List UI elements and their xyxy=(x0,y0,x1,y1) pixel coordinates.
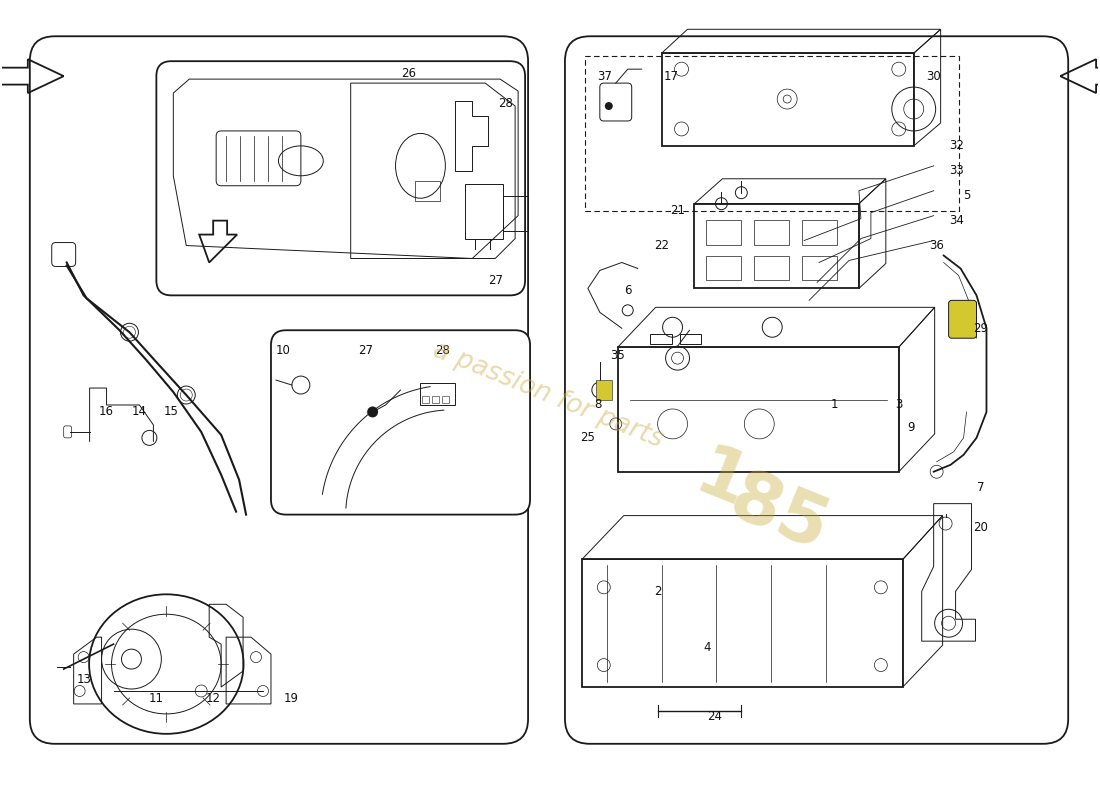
Text: 6: 6 xyxy=(624,284,631,297)
Text: 20: 20 xyxy=(974,521,988,534)
Bar xyxy=(755,255,789,281)
FancyBboxPatch shape xyxy=(271,330,530,514)
Text: 85: 85 xyxy=(719,464,838,566)
Bar xyxy=(802,220,837,245)
Text: 30: 30 xyxy=(926,70,940,82)
Text: 27: 27 xyxy=(487,274,503,287)
Text: 36: 36 xyxy=(930,239,944,252)
Bar xyxy=(420,383,455,405)
Text: 24: 24 xyxy=(707,710,722,723)
FancyBboxPatch shape xyxy=(948,300,977,338)
Bar xyxy=(503,196,528,230)
Text: 4: 4 xyxy=(704,641,712,654)
FancyBboxPatch shape xyxy=(30,36,528,744)
Bar xyxy=(465,184,503,238)
Text: 8: 8 xyxy=(594,398,602,411)
Text: 26: 26 xyxy=(402,66,416,80)
Text: 28: 28 xyxy=(497,97,513,110)
Text: 9: 9 xyxy=(908,422,914,434)
Text: 14: 14 xyxy=(132,406,147,418)
Circle shape xyxy=(367,406,378,418)
Text: 2: 2 xyxy=(653,585,661,598)
Text: 34: 34 xyxy=(949,214,964,227)
Bar xyxy=(442,396,450,403)
Text: 33: 33 xyxy=(949,164,964,178)
Text: 7: 7 xyxy=(977,481,985,494)
Bar xyxy=(706,255,741,281)
Text: 27: 27 xyxy=(359,344,373,357)
Bar xyxy=(416,181,440,201)
Text: 16: 16 xyxy=(99,406,114,418)
Bar xyxy=(706,220,741,245)
Bar xyxy=(680,334,702,344)
Text: 19: 19 xyxy=(284,693,298,706)
FancyBboxPatch shape xyxy=(565,36,1068,744)
Text: 32: 32 xyxy=(949,139,964,152)
Text: 1: 1 xyxy=(685,440,758,523)
Text: 10: 10 xyxy=(275,344,290,357)
Text: 35: 35 xyxy=(610,349,625,362)
Text: 13: 13 xyxy=(76,673,91,686)
Text: 5: 5 xyxy=(962,190,970,202)
Text: 28: 28 xyxy=(434,344,450,357)
Bar xyxy=(596,380,612,400)
Text: 21: 21 xyxy=(670,204,685,217)
Text: 1: 1 xyxy=(830,398,838,411)
Text: 17: 17 xyxy=(664,70,679,82)
FancyBboxPatch shape xyxy=(156,61,525,295)
Text: 29: 29 xyxy=(974,322,988,334)
Circle shape xyxy=(605,102,613,110)
Bar xyxy=(422,396,429,403)
Text: 3: 3 xyxy=(895,398,902,411)
Bar xyxy=(802,255,837,281)
Text: 22: 22 xyxy=(654,239,669,252)
Text: 25: 25 xyxy=(581,431,595,444)
Bar xyxy=(585,56,958,210)
Bar xyxy=(755,220,789,245)
Text: 11: 11 xyxy=(148,693,164,706)
Bar xyxy=(650,334,672,344)
Text: 15: 15 xyxy=(164,406,179,418)
Text: 12: 12 xyxy=(206,693,221,706)
Text: 37: 37 xyxy=(597,70,613,82)
Text: a passion for parts: a passion for parts xyxy=(429,337,667,453)
Bar xyxy=(432,396,439,403)
